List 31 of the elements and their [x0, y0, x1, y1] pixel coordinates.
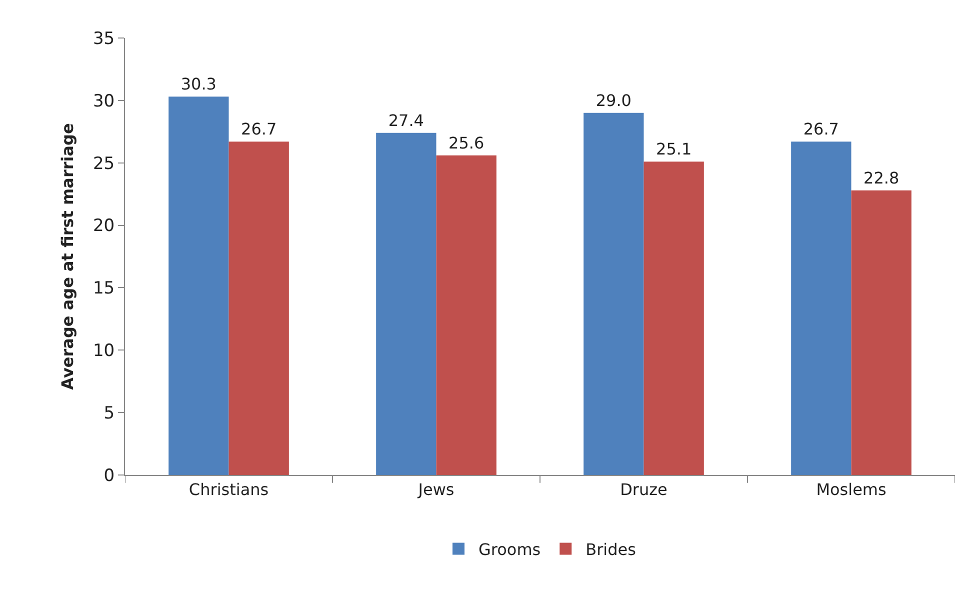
data-label: 27.4: [388, 110, 424, 130]
y-tick-label: 20: [92, 216, 115, 236]
data-label: 26.7: [803, 120, 839, 139]
data-label: 22.8: [864, 168, 900, 188]
bar: [436, 155, 496, 475]
y-tick-label: 30: [92, 91, 115, 112]
data-label: 26.7: [241, 120, 277, 139]
data-label: 30.3: [180, 74, 216, 94]
x-tick-label: Druze: [620, 480, 668, 500]
data-label: 29.0: [596, 90, 632, 110]
x-tick-label: Jews: [417, 480, 454, 500]
bar: [584, 112, 644, 475]
legend-label: Grooms: [478, 540, 541, 559]
data-label: 25.6: [448, 133, 484, 152]
bar: [168, 96, 229, 475]
bar: [644, 162, 704, 475]
bar: [376, 132, 436, 475]
y-tick-label: 5: [104, 404, 115, 424]
y-tick-label: 35: [92, 28, 115, 49]
y-tick-label: 15: [92, 278, 115, 299]
data-label: 25.1: [656, 140, 692, 159]
bar: [791, 142, 852, 475]
x-tick-label: Moslems: [816, 480, 886, 500]
y-tick-label: 25: [92, 154, 115, 174]
y-axis-title: Average age at first marriage: [58, 123, 77, 390]
legend-label: Brides: [586, 540, 636, 559]
bar: [851, 190, 912, 475]
y-tick-label: 10: [92, 341, 115, 362]
x-tick-label: Christians: [188, 480, 269, 500]
bar: [228, 142, 289, 475]
y-tick-label: 0: [104, 466, 115, 486]
